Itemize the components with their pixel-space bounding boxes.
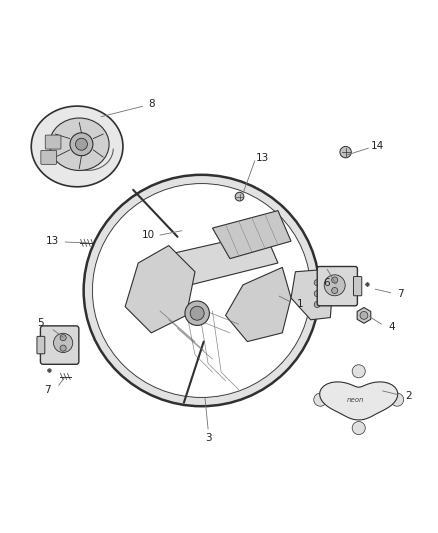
Text: 10: 10 xyxy=(142,230,155,240)
Circle shape xyxy=(60,335,66,341)
Circle shape xyxy=(332,287,338,294)
Polygon shape xyxy=(125,246,195,333)
Text: 1: 1 xyxy=(297,298,303,309)
FancyBboxPatch shape xyxy=(41,150,57,164)
Circle shape xyxy=(70,133,93,156)
Text: 7: 7 xyxy=(397,288,403,298)
Circle shape xyxy=(53,333,73,352)
Circle shape xyxy=(352,365,365,378)
Circle shape xyxy=(75,138,88,150)
Text: 2: 2 xyxy=(406,391,412,401)
Polygon shape xyxy=(320,382,398,420)
Text: 3: 3 xyxy=(205,433,212,442)
Circle shape xyxy=(391,393,404,406)
Circle shape xyxy=(340,147,351,158)
Text: 14: 14 xyxy=(371,141,384,151)
Circle shape xyxy=(235,192,244,201)
FancyBboxPatch shape xyxy=(45,135,61,149)
Text: 7: 7 xyxy=(45,385,51,394)
Text: 13: 13 xyxy=(46,236,59,246)
Circle shape xyxy=(185,301,209,326)
Circle shape xyxy=(314,302,320,308)
Circle shape xyxy=(352,422,365,434)
Polygon shape xyxy=(84,175,319,406)
Circle shape xyxy=(332,277,338,283)
FancyBboxPatch shape xyxy=(353,277,362,296)
Ellipse shape xyxy=(49,118,109,171)
Text: 13: 13 xyxy=(256,153,269,163)
Text: neon: neon xyxy=(346,397,364,402)
Text: 8: 8 xyxy=(148,99,155,109)
Circle shape xyxy=(314,280,320,286)
Circle shape xyxy=(60,345,66,351)
Polygon shape xyxy=(226,268,291,342)
Text: 4: 4 xyxy=(388,322,395,332)
Circle shape xyxy=(324,275,345,296)
Polygon shape xyxy=(291,270,332,320)
Circle shape xyxy=(190,306,204,320)
Circle shape xyxy=(314,393,327,406)
Text: 5: 5 xyxy=(38,318,44,328)
Circle shape xyxy=(360,311,368,319)
FancyBboxPatch shape xyxy=(317,266,357,306)
Polygon shape xyxy=(169,232,278,285)
Circle shape xyxy=(314,290,320,297)
Ellipse shape xyxy=(31,106,123,187)
FancyBboxPatch shape xyxy=(40,326,79,364)
FancyBboxPatch shape xyxy=(37,336,45,354)
Text: 6: 6 xyxy=(324,278,330,288)
Polygon shape xyxy=(212,211,291,259)
